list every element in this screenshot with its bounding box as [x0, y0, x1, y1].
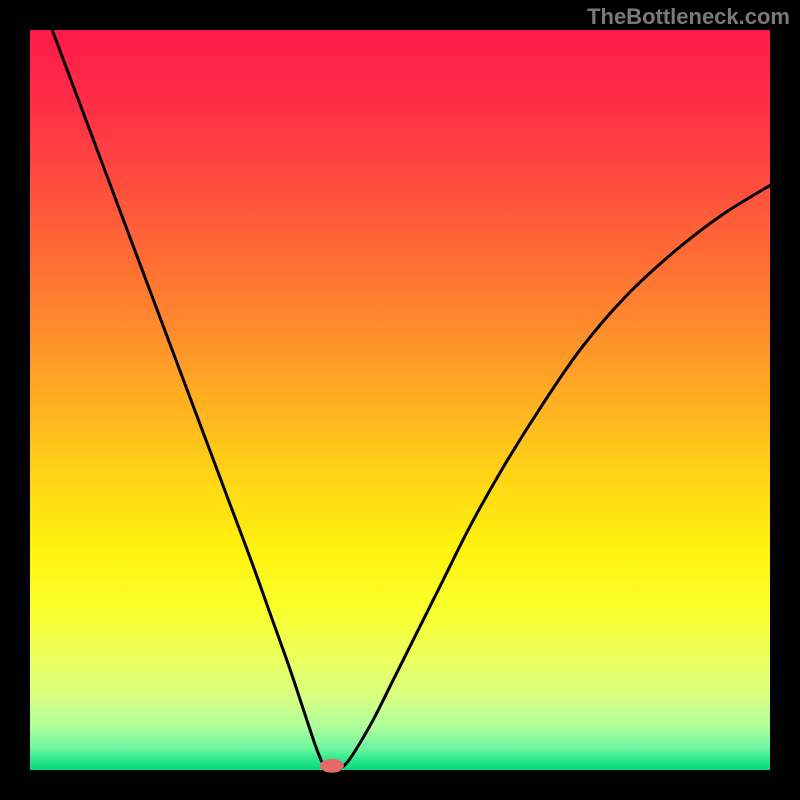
watermark-text: TheBottleneck.com: [587, 4, 790, 30]
curve-left-branch: [52, 30, 327, 769]
chart-container: TheBottleneck.com: [0, 0, 800, 800]
curve-layer: [0, 0, 800, 800]
curve-right-branch: [341, 185, 770, 768]
minimum-marker: [320, 759, 344, 773]
